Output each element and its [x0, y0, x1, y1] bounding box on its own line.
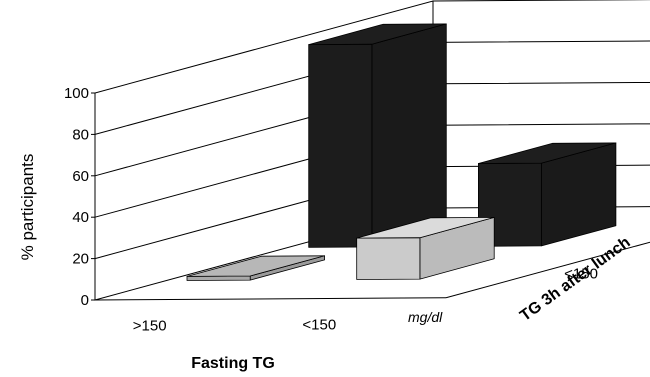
x-axis-categories: >150 <150 [133, 317, 336, 335]
bar-side [371, 23, 447, 248]
bar [186, 255, 326, 281]
x-category-label: >150 [133, 318, 167, 335]
floor-axes [94, 93, 650, 301]
bar-top [186, 255, 326, 277]
y-tick-label: 100 [64, 85, 89, 102]
y-tick-label: 0 [81, 292, 89, 309]
bars [186, 23, 617, 281]
x-axis-title: Fasting TG [191, 355, 275, 372]
x-axis-line [94, 297, 447, 301]
depth-axis-title: TG 3h after lunch [517, 234, 633, 325]
depth-axis-unit: mg/dl [408, 309, 443, 325]
y-tick-label: 60 [72, 168, 89, 185]
x-category-label: <150 [302, 317, 336, 334]
y-tick-label: 80 [72, 126, 89, 143]
bar-front [356, 237, 421, 280]
bar [477, 142, 617, 247]
bar-top [308, 23, 447, 45]
depth-axis-line [445, 241, 650, 299]
y-tick-label: 40 [72, 209, 89, 226]
bar-top [477, 142, 617, 164]
y-tick-label: 20 [72, 251, 89, 268]
bar [308, 23, 447, 248]
depth-category-label: <150 [564, 265, 598, 282]
depth-axis-categories: <150>150 [564, 265, 598, 282]
bar [356, 216, 495, 280]
y-axis-ticks: 0 20 40 60 80 100 [64, 85, 95, 309]
bar-top [356, 216, 495, 239]
bar-front [308, 43, 373, 248]
y-axis-title: % participants [18, 154, 37, 261]
